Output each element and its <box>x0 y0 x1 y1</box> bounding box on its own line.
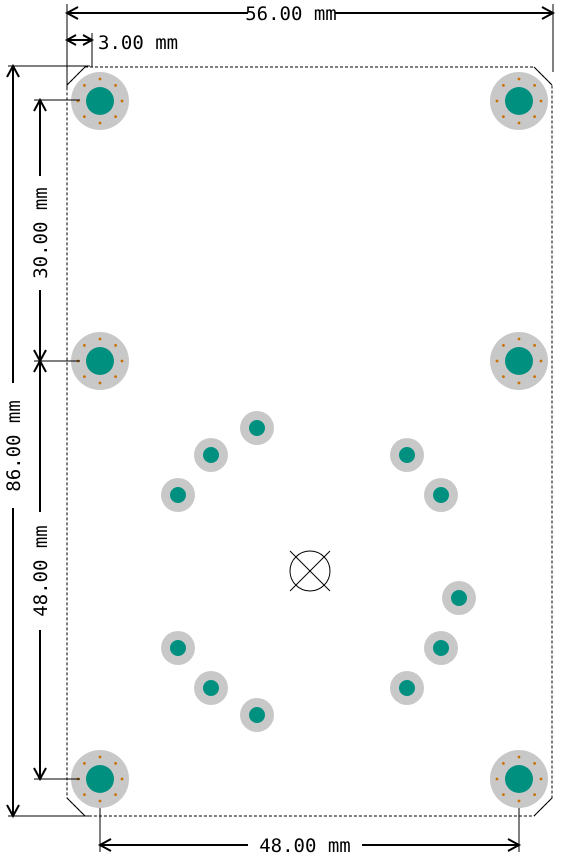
chamfer-top-left <box>66 66 86 86</box>
dimension-bottom-spacing: 48.00 mm <box>97 808 522 857</box>
chamfer-bottom-left <box>66 797 86 817</box>
plated-mounting-hole-icon <box>490 332 548 390</box>
dimension-corner-chamfer-label: 3.00 mm <box>98 32 178 54</box>
small-pad <box>424 631 458 665</box>
small-pad <box>424 478 458 512</box>
mounting-holes <box>71 72 548 808</box>
plated-mounting-hole-icon <box>490 750 548 808</box>
small-pad <box>161 478 195 512</box>
board-outline <box>66 66 553 817</box>
small-pad <box>194 438 228 472</box>
dimension-top-width-label: 56.00 mm <box>245 3 337 25</box>
small-pad <box>161 631 195 665</box>
dimension-corner-chamfer: 3.00 mm <box>64 32 178 67</box>
plated-mounting-hole-icon <box>71 332 129 390</box>
chamfer-bottom-right <box>533 797 553 817</box>
chamfer-top-right <box>533 66 553 86</box>
small-pad <box>240 411 274 445</box>
dimension-left-upper-label: 30.00 mm <box>30 187 52 279</box>
dimension-left-lower: 48.00 mm <box>30 358 80 782</box>
plated-mounting-hole-icon <box>71 750 129 808</box>
dimension-left-height-label: 86.00 mm <box>3 400 25 492</box>
small-pad <box>240 698 274 732</box>
dimension-left-lower-label: 48.00 mm <box>30 525 52 617</box>
small-pad <box>442 581 476 615</box>
small-pads <box>161 411 476 732</box>
small-pad <box>194 671 228 705</box>
dimension-bottom-spacing-label: 48.00 mm <box>259 835 351 857</box>
dimension-left-upper: 30.00 mm <box>30 97 80 364</box>
small-pad <box>390 671 424 705</box>
plated-mounting-hole-icon <box>71 72 129 130</box>
small-pad <box>390 438 424 472</box>
dimension-top-width: 56.00 mm <box>64 3 556 90</box>
crossed-circle-icon <box>289 550 331 592</box>
dimension-left-height: 86.00 mm <box>3 63 90 819</box>
plated-mounting-hole-icon <box>490 72 548 130</box>
